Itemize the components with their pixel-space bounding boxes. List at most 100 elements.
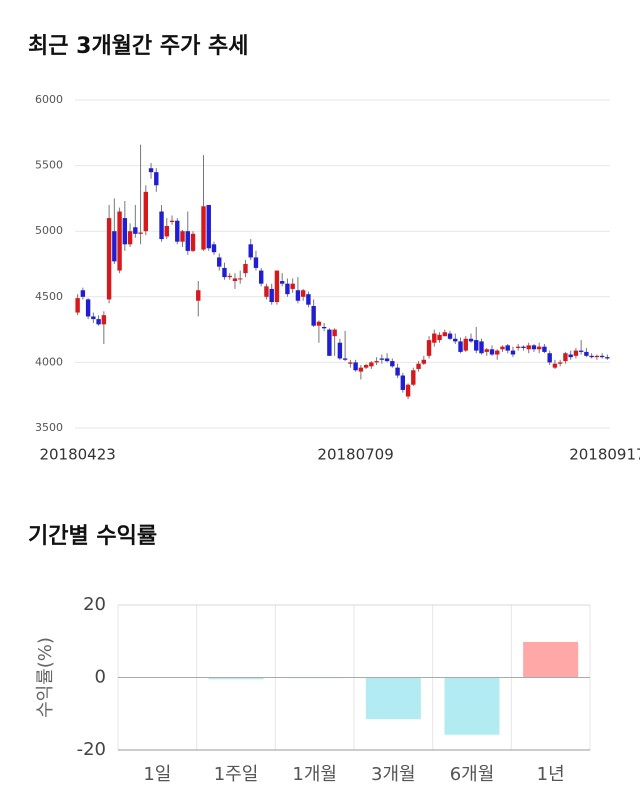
candle-body <box>416 363 421 369</box>
candle-body <box>542 346 547 352</box>
candle-body <box>290 283 295 289</box>
candle-body <box>479 341 484 354</box>
y-tick-label: 0 <box>95 667 106 688</box>
candle-body <box>342 358 348 360</box>
candle-body <box>505 345 510 351</box>
candle-body <box>458 341 463 352</box>
candle-body <box>426 340 432 356</box>
candle-body <box>311 305 316 326</box>
candle-body <box>143 191 149 232</box>
x-tick-label: 1년 <box>537 764 565 785</box>
x-tick-label: 1일 <box>143 764 171 785</box>
candle-body <box>122 218 128 245</box>
y-tick-label: 4000 <box>35 355 63 368</box>
candle-body <box>521 346 526 348</box>
bar <box>365 677 421 720</box>
candle-body <box>411 370 416 385</box>
chart-title: 기간별 수익률 <box>28 524 157 549</box>
candle-body <box>190 233 196 251</box>
candle-body <box>405 384 411 397</box>
candle-body <box>536 346 542 350</box>
x-tick-label: 6개월 <box>450 764 495 785</box>
candle-body <box>117 211 122 271</box>
candle-body <box>531 345 537 350</box>
candle-body <box>568 354 573 358</box>
candle-body <box>510 350 516 355</box>
candle-body <box>605 357 610 359</box>
x-tick-label: 20180917 <box>569 446 640 464</box>
bar <box>208 677 264 680</box>
candle-body <box>164 225 169 237</box>
candle-body <box>274 270 280 303</box>
candle-body <box>75 298 80 313</box>
candle-body <box>447 333 453 339</box>
candle-body <box>201 206 206 250</box>
candle-body <box>552 363 558 368</box>
candle-body <box>175 220 180 242</box>
candle-body <box>395 367 400 376</box>
candle-body <box>154 172 159 186</box>
candle-body <box>306 294 311 305</box>
candle-body <box>400 375 406 390</box>
candle-body <box>516 346 521 348</box>
candle-body <box>557 362 563 364</box>
candle-body <box>384 358 390 362</box>
candle-body <box>101 315 107 325</box>
candle-body <box>321 326 327 329</box>
candle-body <box>421 359 427 364</box>
candle-body <box>468 338 474 342</box>
candle-body <box>253 257 259 268</box>
candle-body <box>589 355 594 358</box>
candle-body <box>578 350 584 352</box>
candle-body <box>353 362 358 371</box>
candle-body <box>463 338 468 351</box>
candle-body <box>363 365 369 368</box>
candle-body <box>91 316 96 320</box>
candle-body <box>185 231 190 251</box>
y-tick-label: 6000 <box>35 93 63 106</box>
candle-body <box>453 338 458 342</box>
candle-body <box>211 244 217 253</box>
candle-body <box>379 358 385 360</box>
candle-body <box>500 346 505 350</box>
bar <box>444 677 500 735</box>
candle-body <box>138 232 143 234</box>
candle-body <box>279 281 285 284</box>
candle-body <box>222 267 227 278</box>
candle-body <box>594 355 600 358</box>
candle-body <box>584 351 589 356</box>
candle-body <box>133 227 138 234</box>
y-tick-label: 5500 <box>35 159 63 172</box>
candle-body <box>238 278 243 280</box>
candle-body <box>390 361 395 367</box>
candle-body <box>432 333 437 343</box>
candle-body <box>358 367 364 372</box>
y-tick-label: 20 <box>83 594 106 615</box>
candle-body <box>327 329 332 356</box>
candle-body <box>374 361 379 363</box>
candle-body <box>332 329 337 337</box>
candle-body <box>285 283 290 295</box>
candle-body <box>227 275 232 278</box>
candle-body <box>269 288 274 303</box>
y-tick-label: 4500 <box>35 290 63 303</box>
candle-body <box>348 362 353 364</box>
x-tick-label: 1주일 <box>214 764 259 785</box>
candle-body <box>442 332 447 337</box>
candle-body <box>484 349 489 352</box>
x-tick-label: 3개월 <box>371 764 416 785</box>
y-tick-label: 5000 <box>35 224 63 237</box>
y-tick-label: 3500 <box>35 421 63 434</box>
candle-body <box>573 350 579 356</box>
candle-body <box>599 355 605 358</box>
candle-body <box>217 257 222 267</box>
candle-body <box>300 290 306 297</box>
candle-body <box>563 353 568 362</box>
candle-body <box>127 231 133 245</box>
candle-body <box>85 299 91 317</box>
candle-body <box>369 362 374 367</box>
candle-body <box>316 321 322 326</box>
candle-body <box>106 218 112 300</box>
candle-body <box>243 264 248 274</box>
bar <box>523 641 579 678</box>
